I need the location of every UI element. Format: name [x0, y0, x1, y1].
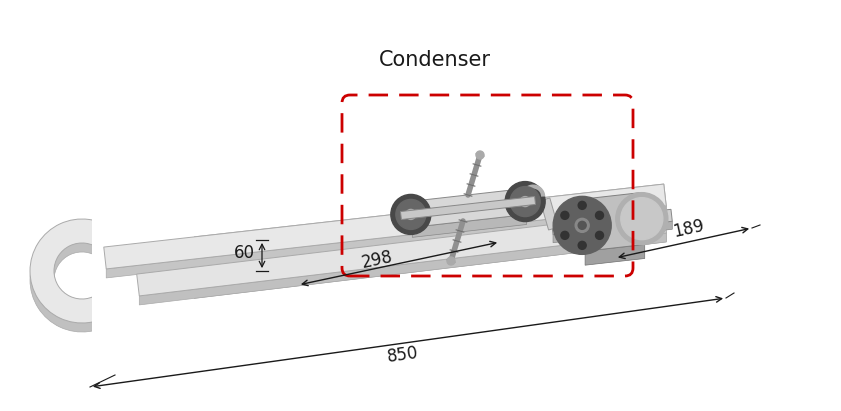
Circle shape	[476, 151, 484, 159]
Wedge shape	[30, 219, 115, 323]
Circle shape	[406, 210, 415, 219]
Circle shape	[579, 222, 586, 229]
Polygon shape	[552, 209, 672, 235]
Circle shape	[595, 231, 604, 239]
Circle shape	[391, 194, 431, 234]
Polygon shape	[106, 206, 666, 278]
Circle shape	[561, 211, 569, 219]
Circle shape	[595, 211, 604, 219]
Polygon shape	[106, 206, 666, 278]
Polygon shape	[103, 184, 666, 269]
Circle shape	[510, 187, 540, 217]
Polygon shape	[400, 196, 536, 219]
Polygon shape	[540, 198, 558, 230]
Text: 850: 850	[386, 344, 420, 366]
Polygon shape	[140, 233, 666, 305]
Text: 189: 189	[671, 217, 706, 241]
Circle shape	[561, 231, 569, 239]
Circle shape	[505, 182, 545, 222]
Circle shape	[579, 201, 586, 209]
Circle shape	[616, 193, 668, 245]
Circle shape	[621, 198, 663, 240]
Polygon shape	[103, 184, 666, 269]
Polygon shape	[410, 189, 526, 227]
Circle shape	[575, 218, 590, 232]
Circle shape	[447, 257, 455, 265]
Polygon shape	[412, 215, 526, 237]
Text: 298: 298	[360, 247, 394, 272]
Circle shape	[579, 241, 586, 249]
Wedge shape	[30, 228, 115, 332]
Polygon shape	[140, 233, 666, 305]
Polygon shape	[106, 206, 666, 274]
Polygon shape	[92, 214, 194, 337]
Polygon shape	[137, 211, 666, 296]
Polygon shape	[553, 221, 672, 242]
Circle shape	[520, 196, 530, 207]
Polygon shape	[579, 193, 645, 251]
Polygon shape	[585, 245, 645, 265]
Polygon shape	[137, 211, 666, 296]
Text: Condenser: Condenser	[379, 50, 491, 70]
Circle shape	[396, 199, 426, 229]
Circle shape	[553, 196, 611, 254]
Text: 60: 60	[234, 245, 255, 263]
